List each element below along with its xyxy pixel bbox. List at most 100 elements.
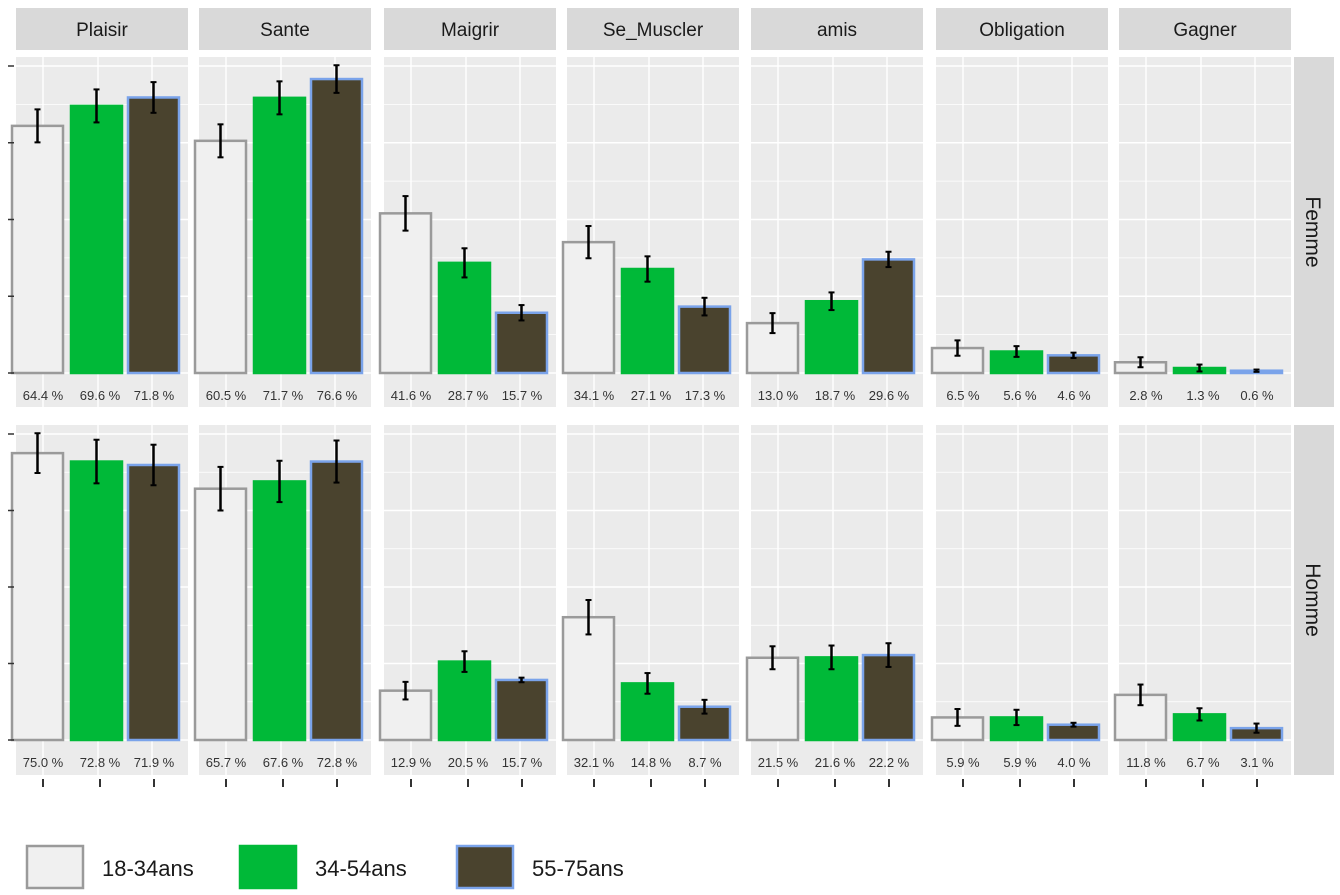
data-label: 12.9 % bbox=[391, 755, 432, 770]
legend-label-34-54ans: 34-54ans bbox=[315, 856, 407, 881]
data-label: 34.1 % bbox=[574, 388, 615, 403]
data-label: 13.0 % bbox=[758, 388, 799, 403]
panel-femme-plaisir: 64.4 % 69.6 % 71.8 % bbox=[10, 57, 188, 407]
bar-34-54ans bbox=[252, 96, 307, 375]
data-label: 71.9 % bbox=[134, 755, 175, 770]
bar-55-75ans bbox=[677, 305, 732, 375]
strip-bg-gagner bbox=[1119, 8, 1291, 50]
strip-label-obligation: Obligation bbox=[979, 20, 1065, 41]
data-label: 4.6 % bbox=[1057, 388, 1091, 403]
strip-bg-plaisir bbox=[16, 8, 188, 50]
panel-femme-amis: 13.0 % 18.7 % 29.6 % bbox=[745, 57, 923, 407]
bar-55-75ans bbox=[126, 96, 181, 375]
data-label: 71.8 % bbox=[134, 388, 175, 403]
strip-bg-maigrir bbox=[384, 8, 556, 50]
data-label: 17.3 % bbox=[685, 388, 726, 403]
bar-34-54ans bbox=[437, 261, 492, 375]
data-label: 11.8 % bbox=[1126, 755, 1166, 770]
data-label: 28.7 % bbox=[448, 388, 489, 403]
data-label: 5.9 % bbox=[1003, 755, 1037, 770]
row-strip-bg-femme bbox=[1294, 57, 1334, 407]
data-label: 72.8 % bbox=[80, 755, 121, 770]
panel-homme-sante: 65.7 % 67.6 % 72.8 % bbox=[193, 425, 371, 775]
panel-femme-maigrir: 41.6 % 28.7 % 15.7 % bbox=[378, 57, 556, 407]
data-label: 14.8 % bbox=[631, 755, 672, 770]
bar-34-54ans bbox=[804, 656, 859, 742]
bar-55-75ans bbox=[126, 463, 181, 742]
panel-background bbox=[1119, 57, 1291, 407]
bar-18-34ans bbox=[561, 240, 616, 375]
data-label: 65.7 % bbox=[206, 755, 247, 770]
data-label: 29.6 % bbox=[869, 388, 910, 403]
data-label: 32.1 % bbox=[574, 755, 615, 770]
data-label: 6.5 % bbox=[946, 388, 980, 403]
data-label: 21.6 % bbox=[815, 755, 856, 770]
panel-femme-sante: 60.5 % 71.7 % 76.6 % bbox=[193, 57, 371, 407]
data-label: 3.1 % bbox=[1240, 755, 1274, 770]
data-label: 41.6 % bbox=[391, 388, 432, 403]
bar-18-34ans bbox=[193, 139, 248, 375]
legend-key-55-75ans bbox=[455, 844, 515, 890]
data-label: 69.6 % bbox=[80, 388, 121, 403]
data-label: 27.1 % bbox=[631, 388, 672, 403]
bar-34-54ans bbox=[620, 267, 675, 375]
panel-homme-se_muscler: 32.1 % 14.8 % 8.7 % bbox=[561, 425, 739, 775]
bar-18-34ans bbox=[561, 615, 616, 742]
legend: 18-34ans 34-54ans 55-75ans bbox=[25, 844, 624, 890]
strip-bg-obligation bbox=[936, 8, 1108, 50]
bar-18-34ans bbox=[10, 451, 65, 742]
data-label: 18.7 % bbox=[815, 388, 856, 403]
row-strip-label-femme: Femme bbox=[1301, 196, 1324, 267]
data-label: 60.5 % bbox=[206, 388, 247, 403]
panel-homme-amis: 21.5 % 21.6 % 22.2 % bbox=[745, 425, 923, 775]
bar-55-75ans bbox=[494, 311, 549, 375]
panel-femme-se_muscler: 34.1 % 27.1 % 17.3 % bbox=[561, 57, 739, 407]
legend-label-18-34ans: 18-34ans bbox=[102, 856, 194, 881]
panel-femme-gagner: 2.8 % 1.3 % 0.6 % bbox=[1113, 57, 1291, 407]
data-label: 76.6 % bbox=[317, 388, 358, 403]
legend-key-34-54ans bbox=[238, 844, 298, 890]
data-label: 8.7 % bbox=[688, 755, 722, 770]
bar-34-54ans bbox=[69, 460, 124, 742]
bar-34-54ans bbox=[69, 104, 124, 375]
strip-bg-sante bbox=[199, 8, 371, 50]
bar-55-75ans bbox=[309, 77, 364, 375]
data-label: 2.8 % bbox=[1129, 388, 1163, 403]
bar-55-75ans bbox=[861, 258, 916, 375]
strip-label-maigrir: Maigrir bbox=[441, 20, 500, 41]
row-strip-bg-homme bbox=[1294, 425, 1334, 775]
bar-18-34ans bbox=[193, 487, 248, 742]
strip-label-amis: amis bbox=[817, 20, 857, 41]
panel-homme-gagner: 11.8 % 6.7 % 3.1 % bbox=[1113, 425, 1291, 775]
data-label: 67.6 % bbox=[263, 755, 304, 770]
legend-label-55-75ans: 55-75ans bbox=[532, 856, 624, 881]
panel-homme-plaisir: 75.0 % 72.8 % 71.9 % bbox=[10, 425, 188, 775]
strip-label-sante: Sante bbox=[260, 20, 310, 41]
panel-homme-maigrir: 12.9 % 20.5 % 15.7 % bbox=[378, 425, 556, 775]
bar-55-75ans bbox=[309, 460, 364, 742]
data-label: 75.0 % bbox=[23, 755, 64, 770]
data-label: 71.7 % bbox=[263, 388, 304, 403]
bar-55-75ans bbox=[494, 678, 549, 742]
data-label: 5.6 % bbox=[1003, 388, 1037, 403]
data-label: 0.6 % bbox=[1240, 388, 1274, 403]
bar-18-34ans bbox=[10, 124, 65, 375]
bar-34-54ans bbox=[804, 299, 859, 375]
data-label: 4.0 % bbox=[1057, 755, 1091, 770]
bar-18-34ans bbox=[378, 212, 433, 375]
data-label: 15.7 % bbox=[502, 755, 543, 770]
strip-bg-se_muscler bbox=[567, 8, 739, 50]
data-label: 22.2 % bbox=[869, 755, 910, 770]
strip-label-plaisir: Plaisir bbox=[76, 20, 128, 41]
legend-key-18-34ans bbox=[25, 844, 85, 890]
strip-label-se_muscler: Se_Muscler bbox=[603, 20, 704, 41]
strip-label-gagner: Gagner bbox=[1173, 20, 1237, 41]
panel-homme-obligation: 5.9 % 5.9 % 4.0 % bbox=[930, 425, 1108, 775]
bar-34-54ans bbox=[252, 480, 307, 742]
panel-femme-obligation: 6.5 % 5.6 % 4.6 % bbox=[930, 57, 1108, 407]
data-label: 1.3 % bbox=[1186, 388, 1220, 403]
strip-bg-amis bbox=[751, 8, 923, 50]
row-strip-label-homme: Homme bbox=[1301, 563, 1324, 637]
